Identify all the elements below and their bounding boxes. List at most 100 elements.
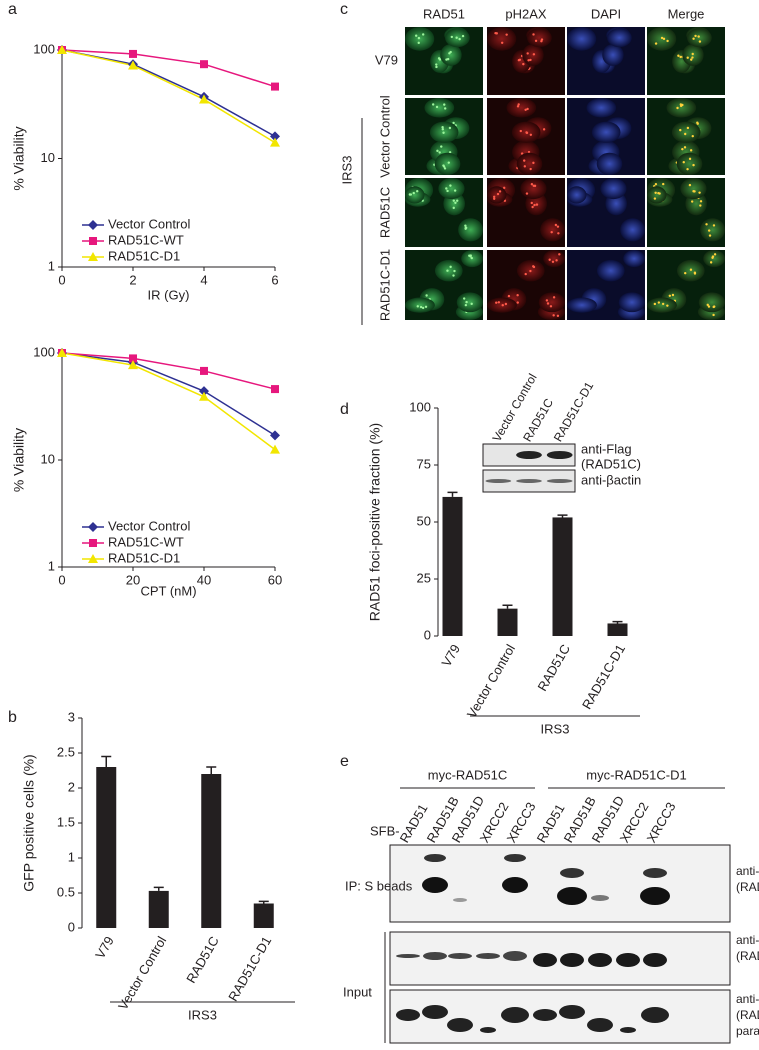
nucleus [516,152,543,176]
blot-band [620,1027,636,1033]
nucleus [600,178,627,200]
legend-label: Vector Control [108,216,190,231]
focus [452,274,455,277]
blot-band [560,953,584,967]
blot-band [501,1007,529,1023]
focus [534,39,538,43]
nucleus [567,186,587,204]
focus [523,165,527,168]
focus [522,62,525,66]
focus [446,269,449,272]
x-tick-label: 4 [200,272,207,287]
marker [200,366,208,375]
nucleus [487,27,517,51]
bar [253,903,274,928]
focus [500,41,504,44]
focus [441,126,444,129]
group-label: myc-RAD51C [428,767,507,782]
focus [525,192,529,195]
focus [662,37,666,41]
focus [453,189,457,192]
column-label: DAPI [591,6,621,21]
focus [443,103,446,106]
focus [679,128,682,132]
focus [684,271,687,275]
focus [686,167,689,171]
focus [419,305,423,309]
focus [450,35,454,39]
marker [199,94,209,104]
x-tick-label: 2 [129,272,136,287]
focus [552,296,556,299]
nucleus [538,292,565,313]
legend-marker [89,237,97,245]
group-label: IRS3 [188,1007,217,1022]
bar [497,608,518,636]
focus [462,297,466,300]
focus [713,253,717,256]
focus [449,184,452,187]
focus [679,55,682,59]
focus [452,206,455,210]
marker [199,386,209,397]
blot-band [560,868,584,878]
nucleus [647,297,677,313]
focus [523,159,526,162]
y-tick-label: 3 [68,709,75,724]
blot-band [643,953,667,967]
y-tick-label: 0.5 [57,884,75,899]
focus [416,305,419,308]
nucleus [520,178,547,200]
focus [684,132,687,136]
blot-band [485,479,512,483]
error-bar [502,604,513,609]
focus [552,314,555,317]
focus [694,34,697,38]
error-bar [101,755,112,767]
focus [691,52,694,56]
focus [529,269,532,273]
y-tick-label: 100 [33,344,55,359]
focus [446,189,449,193]
y-tick-label: 100 [33,41,55,56]
error-bar [447,491,458,497]
focus [692,37,695,40]
focus [438,151,441,154]
focus [449,50,452,54]
legend-marker [88,220,98,230]
nucleus [596,152,623,176]
blot-band [447,1018,473,1032]
antibody-label: paralogs) [736,1024,759,1038]
focus [524,272,527,276]
column-label: pH2AX [505,6,547,21]
focus [453,269,456,273]
nucleus [434,259,463,282]
series-line [61,352,276,390]
focus [532,265,536,269]
section-label: Input [343,984,372,999]
nucleus [698,292,725,313]
blot-band [423,952,447,960]
focus [554,223,558,227]
y-tick-label: 0 [68,919,75,934]
focus [495,301,498,304]
focus [516,105,520,108]
focus [696,121,699,124]
focus [693,190,696,193]
focus [711,256,714,259]
y-tick-label: 1.5 [57,814,75,829]
focus [425,294,428,297]
focus [435,63,438,66]
focus [688,157,692,161]
nucleus [458,218,484,242]
blot-band [641,1007,669,1023]
focus [532,161,535,165]
focus [493,197,496,201]
section-label: IP: S beads [345,878,413,893]
focus [689,268,693,271]
nucleus [434,152,461,176]
x-tick-label: V79 [92,934,117,962]
marker [271,385,279,394]
antibody-label: (RAD51C) [736,880,759,894]
focus [501,304,504,307]
